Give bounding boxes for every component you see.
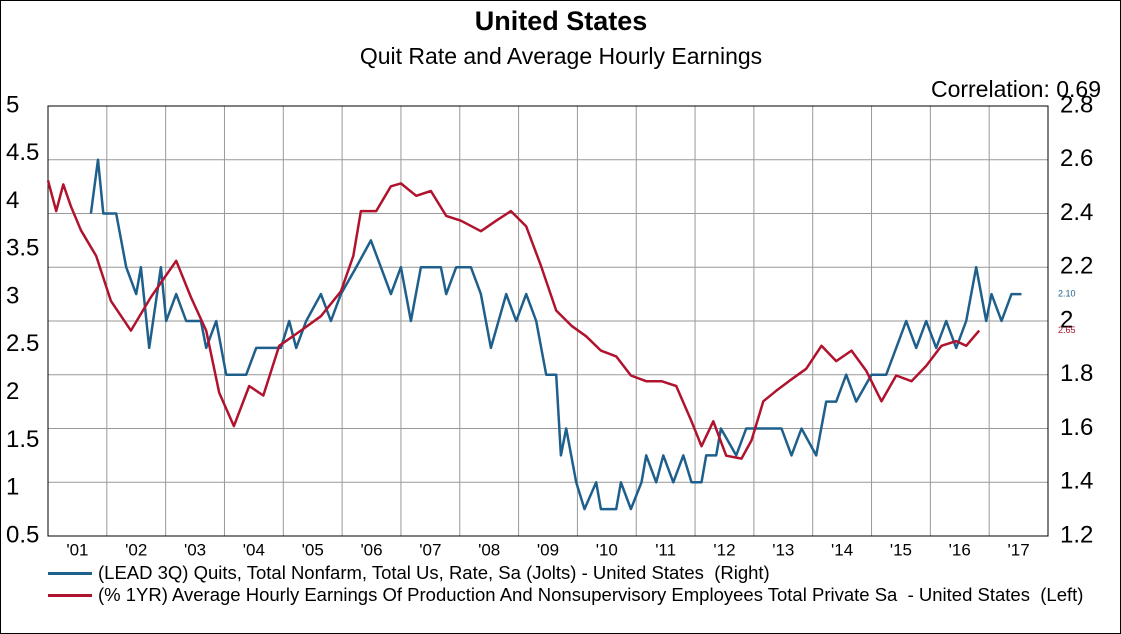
legend-swatch	[48, 594, 92, 597]
y-tick-label: 2.5	[6, 330, 39, 357]
x-tick-label: '03	[184, 540, 206, 559]
x-tick-label: '04	[243, 540, 265, 559]
y2-tick-label: 1.2	[1060, 521, 1093, 548]
y2-tick-label: 2.2	[1060, 253, 1093, 280]
legend-label: (LEAD 3Q) Quits, Total Nonfarm, Total Us…	[98, 562, 770, 583]
x-tick-label: '01	[66, 540, 88, 559]
plot-frame	[47, 105, 1049, 537]
series-line	[89, 158, 1022, 511]
x-tick-label: '16	[949, 540, 971, 559]
y-tick-label: 2	[6, 378, 19, 405]
legend-item: (% 1YR) Average Hourly Earnings Of Produ…	[48, 584, 1108, 606]
x-tick-label: '05	[302, 540, 324, 559]
x-tick-label: '15	[890, 540, 912, 559]
y2-tick-label: 2.6	[1060, 145, 1093, 172]
legend: (LEAD 3Q) Quits, Total Nonfarm, Total Us…	[48, 562, 1108, 606]
y-tick-label: 3.5	[6, 235, 39, 262]
legend-label: (% 1YR) Average Hourly Earnings Of Produ…	[98, 584, 1084, 605]
y-tick-label: 4	[6, 187, 19, 214]
y2-tick-label: 1.6	[1060, 414, 1093, 441]
legend-swatch	[48, 572, 92, 575]
y-tick-label: 4.5	[6, 139, 39, 166]
x-tick-label: '08	[478, 540, 500, 559]
y2-tick-label: 2.4	[1060, 199, 1093, 226]
chart-subtitle: Quit Rate and Average Hourly Earnings	[360, 43, 762, 69]
x-tick-label: '10	[596, 540, 618, 559]
end-label: 2.10	[1058, 289, 1076, 299]
y-tick-label: 1.5	[6, 426, 39, 453]
y-tick-label: 1	[6, 474, 19, 501]
chart-title: United States	[475, 6, 648, 36]
x-tick-label: '11	[655, 540, 676, 559]
end-label: 2.65	[1058, 325, 1076, 335]
y2-tick-label: 2	[1060, 306, 1073, 333]
y-tick-label: 3	[6, 282, 19, 309]
x-tick-label: '12	[713, 540, 735, 559]
y2-tick-label: 1.4	[1060, 468, 1093, 495]
x-tick-label: '13	[772, 540, 794, 559]
y2-tick-label: 2.8	[1060, 91, 1093, 118]
x-tick-label: '06	[360, 540, 382, 559]
legend-item: (LEAD 3Q) Quits, Total Nonfarm, Total Us…	[48, 562, 1108, 584]
series-line	[46, 180, 981, 460]
x-tick-label: '14	[831, 540, 853, 559]
chart: United States Quit Rate and Average Hour…	[6, 6, 1101, 559]
y-tick-label: 5	[6, 91, 19, 118]
y2-tick-label: 1.8	[1060, 360, 1093, 387]
annotation: Correlation: 0.69	[931, 76, 1101, 102]
x-tick-label: '17	[1008, 540, 1030, 559]
y-tick-label: 0.5	[6, 521, 39, 548]
x-tick-label: '09	[537, 540, 559, 559]
x-tick-label: '07	[419, 540, 441, 559]
x-tick-label: '02	[125, 540, 147, 559]
